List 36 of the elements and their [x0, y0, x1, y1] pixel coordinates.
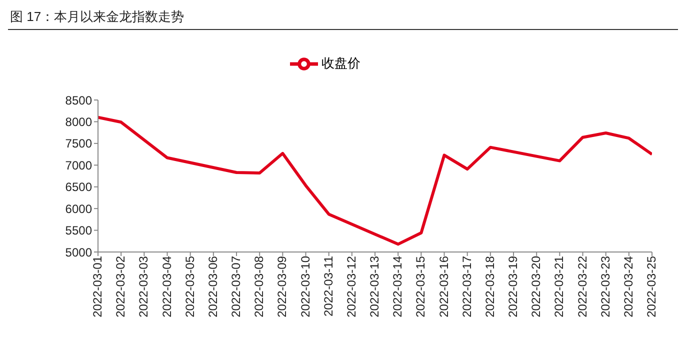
x-tick-label: 2022-03-19	[506, 256, 520, 318]
y-tick-label: 6500	[65, 180, 92, 194]
x-tick-label: 2022-03-12	[344, 256, 358, 318]
x-tick-label: 2022-03-14	[390, 256, 405, 318]
x-tick-label: 2022-03-07	[229, 256, 244, 318]
x-tick-label: 2022-03-08	[252, 256, 266, 318]
y-tick-label: 5000	[65, 245, 92, 260]
x-tick-label: 2022-03-18	[482, 256, 497, 318]
x-tick-label: 2022-03-02	[114, 256, 128, 318]
x-tick-label: 2022-03-09	[275, 256, 290, 318]
y-tick-label: 7500	[65, 136, 92, 151]
y-tick-label: 5500	[65, 224, 92, 238]
line-series	[98, 116, 652, 246]
x-tick-label: 2022-03-24	[621, 256, 636, 318]
x-tick-label: 2022-03-20	[529, 256, 544, 318]
x-tick-label: 2022-03-13	[368, 256, 382, 318]
x-tick-label: 2022-03-05	[182, 256, 197, 318]
x-tick-label: 2022-03-04	[160, 256, 174, 318]
x-tick-label: 2022-03-17	[460, 256, 474, 318]
x-tick-label: 2022-03-15	[414, 256, 428, 318]
x-tick-label: 2022-03-22	[575, 256, 590, 318]
x-tick-label: 2022-03-16	[436, 256, 451, 318]
y-tick-label: 6000	[65, 202, 92, 216]
y-tick-label: 8000	[65, 114, 92, 129]
x-tick-label: 2022-03-25	[644, 256, 659, 318]
legend-label: 收盘价	[322, 55, 360, 70]
x-tick-label: 2022-03-23	[598, 256, 612, 318]
y-tick-label: 7000	[65, 158, 92, 172]
x-tick-label: 2022-03-01	[90, 256, 105, 318]
x-tick-label: 2022-03-10	[298, 256, 312, 318]
x-tick-label: 2022-03-11	[321, 256, 336, 316]
x-tick-label: 2022-03-03	[136, 256, 151, 318]
x-tick-label: 2022-03-06	[206, 256, 220, 318]
y-tick-label: 8500	[65, 93, 92, 108]
x-tick-label: 2022-03-21	[552, 256, 566, 318]
chart-title: 图 17：本月以来金龙指数走势	[8, 8, 678, 30]
